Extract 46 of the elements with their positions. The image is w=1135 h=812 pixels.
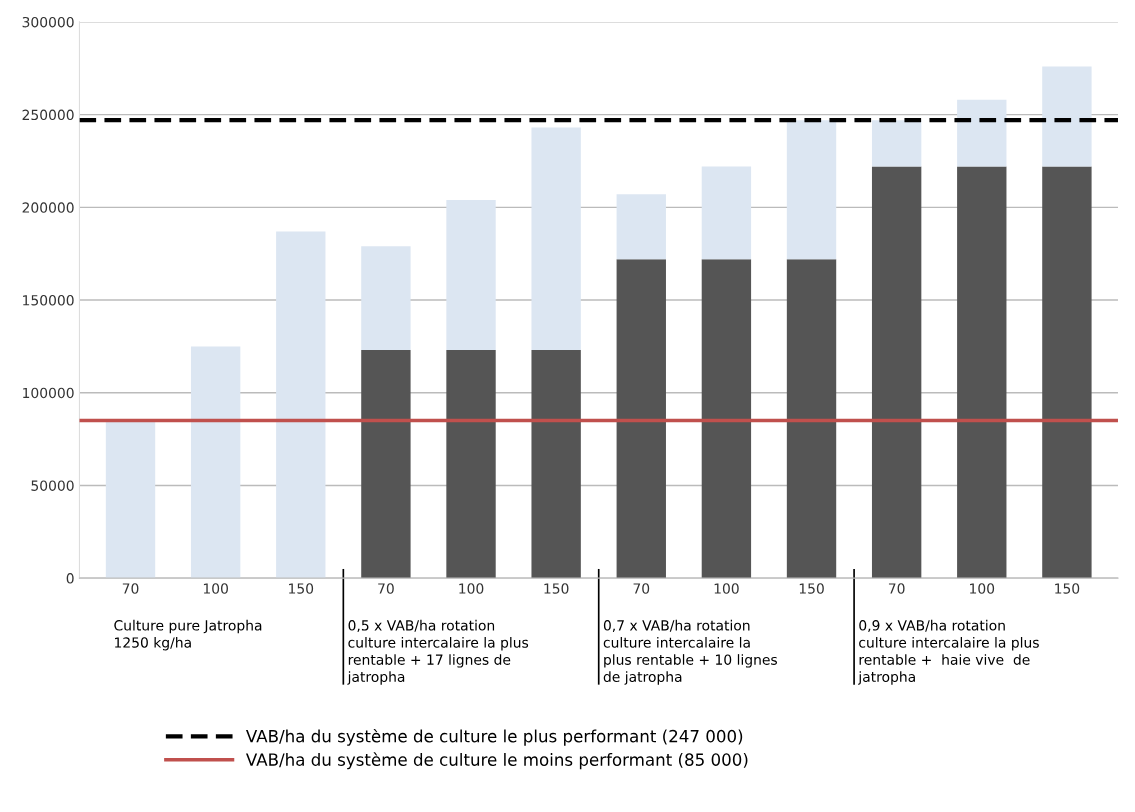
- bar: [701, 259, 752, 579]
- bar: [701, 166, 752, 260]
- bar: [1042, 166, 1092, 579]
- text: 0,5 x VAB/ha rotation culture intercalaire la plus rentable + 17 lignes de jatropha: [347, 619, 529, 685]
- legend-label: VAB/ha du système de culture le moins performant (85 000): [246, 752, 748, 770]
- x-tick-label: 100: [970, 583, 995, 594]
- bar: [616, 259, 666, 579]
- bar: [957, 166, 1007, 579]
- bar: [531, 127, 581, 351]
- bar: [616, 194, 666, 260]
- bar: [446, 350, 496, 579]
- y-tick-label: 300000: [22, 16, 74, 28]
- bar: [1042, 66, 1092, 167]
- x-tick-label: 70: [122, 583, 139, 594]
- y-tick-label: 250000: [22, 109, 74, 121]
- x-tick-label: 150: [544, 583, 569, 594]
- bar: [105, 420, 156, 579]
- bar: [276, 231, 326, 579]
- bar: [871, 166, 922, 579]
- bar: [531, 350, 581, 579]
- x-tick-label: 150: [799, 583, 824, 594]
- x-tick-label: 70: [888, 583, 905, 594]
- bar: [786, 259, 837, 579]
- bar: [361, 350, 411, 579]
- y-tick-label: 200000: [22, 202, 74, 213]
- x-tick-label: 70: [378, 583, 394, 594]
- x-tick-label: 100: [714, 583, 739, 594]
- y-tick-label: 0: [66, 573, 74, 584]
- bar: [361, 246, 411, 351]
- bar: [446, 199, 496, 351]
- y-tick-label: 150000: [23, 295, 74, 306]
- legend-label: VAB/ha du système de culture le plus performant (247 000): [246, 728, 743, 746]
- bar: [190, 346, 241, 579]
- bar: [957, 99, 1007, 167]
- text: 0,9 x VAB/ha rotation culture intercalaire la plus rentable + haie vive de jatropha: [858, 619, 1039, 685]
- text: Culture pure Jatropha 1250 kg/ha: [114, 619, 262, 651]
- bar: [871, 120, 922, 167]
- x-tick-label: 150: [289, 583, 314, 594]
- x-tick-label: 70: [633, 583, 650, 594]
- text: 0,7 x VAB/ha rotation culture intercalaire la plus rentable + 10 lignes de jatropha: [603, 619, 778, 685]
- x-tick-label: 100: [459, 583, 484, 594]
- x-tick-label: 150: [1055, 583, 1080, 594]
- bar: [786, 120, 837, 260]
- x-tick-label: 100: [203, 583, 228, 594]
- y-tick-label: 100000: [23, 387, 74, 399]
- y-tick-label: 50000: [31, 480, 74, 491]
